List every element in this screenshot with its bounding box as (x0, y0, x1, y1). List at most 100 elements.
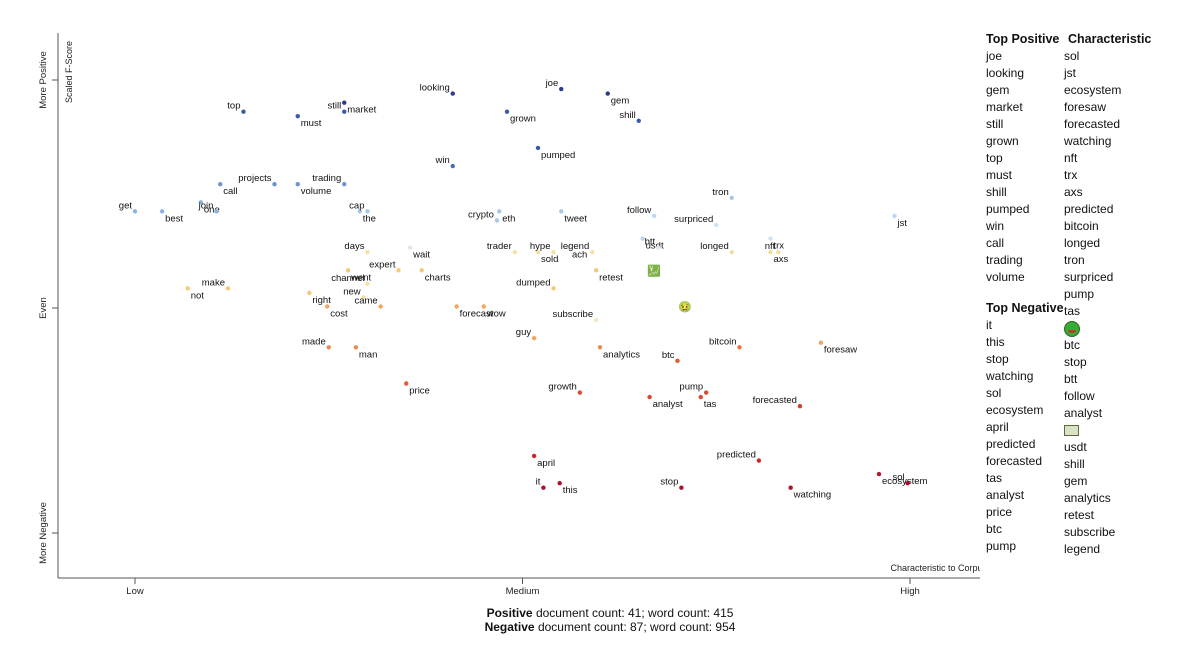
characteristic-item[interactable]: nft (1064, 151, 1078, 165)
data-point[interactable] (378, 304, 383, 309)
characteristic-item[interactable]: forecasted (1064, 117, 1121, 131)
data-point[interactable] (325, 304, 330, 309)
data-point[interactable] (652, 213, 657, 219)
data-point[interactable] (756, 458, 762, 463)
data-point[interactable] (876, 471, 882, 477)
data-point[interactable] (512, 249, 517, 255)
characteristic-item[interactable]: predicted (1064, 202, 1114, 216)
data-point[interactable] (159, 209, 165, 214)
top-negative-item[interactable]: forecasted (986, 454, 1043, 468)
data-point[interactable] (559, 209, 564, 214)
data-point[interactable] (225, 286, 231, 291)
top-negative-item[interactable]: btc (986, 522, 1003, 536)
data-point[interactable] (593, 317, 599, 323)
characteristic-item[interactable]: bitcoin (1064, 219, 1099, 233)
data-point[interactable] (531, 453, 537, 459)
top-positive-item[interactable]: trading (986, 253, 1023, 267)
characteristic-item[interactable]: jst (1064, 66, 1076, 80)
data-point[interactable] (714, 222, 719, 228)
data-point[interactable] (640, 236, 645, 241)
top-positive-item[interactable]: joe (986, 49, 1003, 63)
characteristic-item[interactable]: shill (1064, 457, 1085, 471)
data-point[interactable] (407, 245, 413, 250)
data-point[interactable] (361, 295, 366, 300)
data-point[interactable] (905, 480, 910, 486)
top-positive-item[interactable]: top (986, 151, 1003, 165)
characteristic-item[interactable]: btc (1064, 338, 1081, 352)
data-point[interactable] (577, 390, 583, 395)
data-point[interactable] (729, 249, 734, 255)
data-point[interactable] (597, 345, 603, 350)
top-positive-item[interactable]: gem (986, 83, 1010, 97)
data-point[interactable] (551, 286, 556, 291)
characteristic-item[interactable]: trx (1064, 168, 1078, 182)
data-point[interactable] (675, 358, 680, 364)
data-point[interactable] (541, 485, 546, 490)
top-positive-item[interactable]: win (986, 219, 1005, 233)
characteristic-item[interactable]: watching (1064, 134, 1112, 148)
data-point[interactable] (345, 268, 351, 273)
top-positive-item[interactable]: looking (986, 66, 1025, 80)
data-point[interactable] (481, 304, 486, 309)
characteristic-item[interactable]: surpriced (1064, 270, 1114, 284)
characteristic-item[interactable]: sol (1064, 49, 1080, 63)
characteristic-item[interactable] (1064, 422, 1151, 439)
top-positive-item[interactable]: call (986, 236, 1005, 250)
data-point[interactable] (295, 114, 300, 119)
data-point[interactable] (132, 209, 138, 214)
top-negative-item[interactable]: analyst (986, 488, 1025, 502)
data-point[interactable] (698, 394, 703, 400)
data-point[interactable] (737, 345, 742, 350)
top-positive-item[interactable]: shill (986, 185, 1007, 199)
data-point[interactable] (295, 181, 300, 187)
data-point[interactable] (703, 390, 709, 395)
data-point[interactable] (559, 86, 564, 92)
data-point[interactable] (655, 245, 661, 250)
characteristic-item[interactable]: gem (1064, 474, 1088, 488)
data-point[interactable] (636, 118, 641, 123)
top-positive-item[interactable]: still (986, 117, 1004, 131)
characteristic-item[interactable]: btt (1064, 372, 1078, 386)
data-point[interactable] (768, 249, 773, 255)
characteristic-item[interactable] (1064, 320, 1151, 337)
data-point[interactable] (647, 394, 652, 400)
characteristic-item[interactable]: foresaw (1064, 100, 1107, 114)
data-point[interactable] (396, 268, 401, 273)
data-point[interactable] (679, 485, 684, 490)
top-positive-item[interactable]: grown (986, 134, 1019, 148)
characteristic-item[interactable]: tas (1064, 304, 1081, 318)
top-positive-item[interactable]: volume (986, 270, 1025, 284)
data-point[interactable] (450, 91, 455, 96)
top-negative-item[interactable]: watching (986, 369, 1034, 383)
data-point[interactable] (551, 249, 556, 255)
data-point[interactable] (307, 290, 312, 296)
characteristic-item[interactable]: follow (1064, 389, 1095, 403)
data-point[interactable] (776, 249, 781, 255)
characteristic-item[interactable]: legend (1064, 542, 1101, 556)
data-point[interactable] (365, 249, 370, 255)
data-point[interactable] (404, 381, 409, 386)
data-point[interactable] (535, 249, 541, 255)
characteristic-item[interactable]: usdt (1064, 440, 1087, 454)
top-negative-item[interactable]: ecosystem (986, 403, 1044, 417)
data-point[interactable] (357, 209, 362, 214)
top-positive-item[interactable]: market (986, 100, 1023, 114)
characteristic-item[interactable]: ecosystem (1064, 83, 1122, 97)
data-point[interactable] (566, 245, 572, 250)
data-point[interactable] (729, 195, 734, 200)
top-negative-item[interactable]: tas (986, 471, 1003, 485)
characteristic-item[interactable]: subscribe (1064, 525, 1116, 539)
data-point[interactable] (768, 236, 773, 241)
characteristic-item[interactable]: axs (1064, 185, 1083, 199)
data-point[interactable] (504, 109, 510, 114)
data-point[interactable] (365, 209, 370, 214)
top-positive-item[interactable]: pumped (986, 202, 1030, 216)
data-point[interactable] (450, 163, 455, 169)
data-point[interactable] (185, 286, 190, 291)
top-negative-item[interactable]: april (986, 420, 1009, 434)
data-point[interactable] (241, 109, 246, 114)
data-point[interactable] (218, 181, 223, 187)
data-point[interactable] (535, 145, 541, 151)
characteristic-item[interactable]: stop (1064, 355, 1087, 369)
top-negative-item[interactable]: predicted (986, 437, 1036, 451)
